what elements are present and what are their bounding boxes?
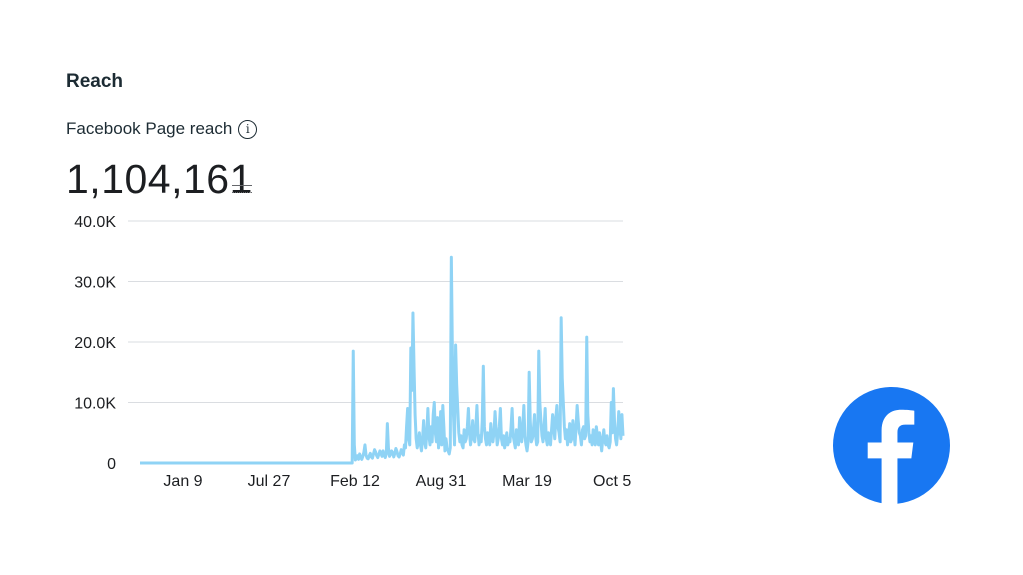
x-tick-label: Jan 9 [163,473,202,490]
metric-label: Facebook Page reach [66,119,233,138]
series-layer [139,255,625,465]
y-axis-ticks: 0 10.0K 20.0K 30.0K 40.0K [74,214,116,473]
series-line-reach [139,255,625,465]
section-title: Reach [66,71,124,92]
y-tick-label: 10.0K [74,396,116,413]
x-axis-ticks: Jan 9 Jul 27 Feb 12 Aug 31 Mar 19 Oct 5 [163,473,631,490]
y-tick-label: 30.0K [74,275,116,292]
grid-lines [128,220,623,403]
x-tick-label: Aug 31 [416,473,467,490]
line-style-legend-icon [232,182,252,194]
x-tick-label: Feb 12 [330,473,380,490]
metric-value: 1,104,161 [66,156,253,202]
metric-label-row: Facebook Page reach i [66,119,258,139]
y-tick-label: 0 [107,456,116,473]
y-tick-label: 20.0K [74,335,116,352]
info-icon[interactable]: i [238,119,258,139]
facebook-logo-icon [832,386,951,505]
x-tick-label: Jul 27 [248,473,291,490]
x-tick-label: Oct 5 [593,473,631,490]
x-tick-label: Mar 19 [502,473,552,490]
reach-line-chart: 0 10.0K 20.0K 30.0K 40.0K Jan 9 Jul 27 Feb 12 A… [74,214,631,490]
y-tick-label: 40.0K [74,214,116,231]
